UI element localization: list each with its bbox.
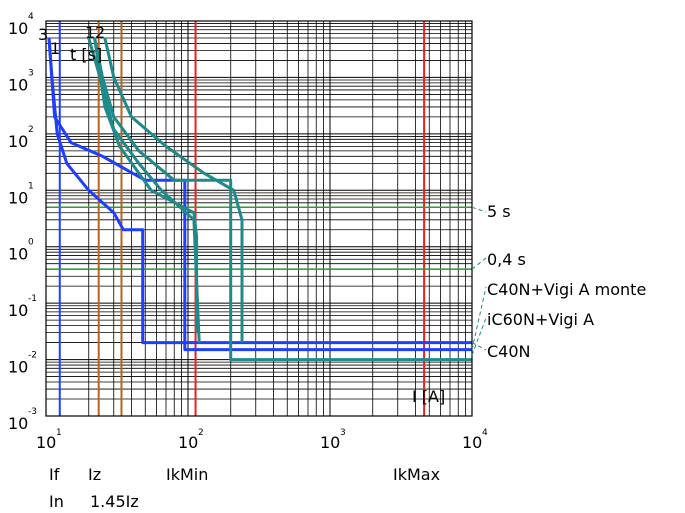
x-tick-label: 10 — [36, 433, 56, 452]
y-axis-label: t [s] — [70, 45, 102, 64]
x-marker-label: Iz — [88, 465, 101, 484]
x-marker-label: IkMin — [166, 465, 208, 484]
curve-number-label: 1 — [85, 23, 95, 42]
grid-layer — [46, 21, 472, 416]
x-tick-label: 10 — [320, 433, 340, 452]
y-tick-exponent: 2 — [28, 125, 34, 135]
y-tick-label: 10 — [8, 414, 28, 433]
x-tick-exponent: 1 — [56, 428, 62, 438]
annotation-leader — [472, 318, 486, 355]
annotation-leader — [472, 207, 486, 212]
annotation-leader — [472, 287, 486, 350]
curve-annotation: iC60N+Vigi A — [487, 310, 594, 329]
y-tick-label: 10 — [8, 358, 28, 377]
x-marker-label: 1.45Iz — [90, 492, 139, 511]
y-tick-exponent: 0 — [28, 238, 34, 248]
x-tick-label: 10 — [178, 433, 198, 452]
y-tick-exponent: -3 — [28, 407, 37, 417]
y-tick-exponent: 4 — [28, 12, 34, 22]
x-tick-exponent: 2 — [198, 428, 204, 438]
y-tick-exponent: 1 — [28, 181, 34, 191]
annotation-leader — [472, 343, 486, 350]
curve-annotation: 0,4 s — [487, 250, 526, 269]
x-marker-label: IkMax — [393, 465, 440, 484]
y-tick-exponent: -1 — [28, 294, 37, 304]
x-tick-label: 10 — [462, 433, 482, 452]
x-axis-label: I [A] — [412, 387, 445, 406]
y-tick-exponent: -2 — [28, 351, 37, 361]
annotation-leader — [472, 258, 486, 269]
curve-annotation: C40N+Vigi A monte — [487, 280, 646, 299]
x-tick-exponent: 3 — [340, 428, 346, 438]
curve-annotation: C40N — [487, 342, 531, 361]
x-marker-label: If — [49, 465, 60, 484]
y-tick-exponent: 3 — [28, 68, 34, 78]
x-tick-exponent: 4 — [482, 428, 488, 438]
curve-number-label: 3 — [38, 25, 48, 44]
y-tick-label: 10 — [8, 245, 28, 264]
y-tick-label: 10 — [8, 301, 28, 320]
curve-number-label: 2 — [95, 23, 105, 42]
y-tick-label: 10 — [8, 19, 28, 38]
y-tick-label: 10 — [8, 188, 28, 207]
curve-annotation: 5 s — [487, 202, 511, 221]
x-marker-label: In — [49, 492, 64, 511]
y-tick-label: 10 — [8, 75, 28, 94]
curve-number-label: 1 — [50, 39, 60, 58]
y-tick-label: 10 — [8, 132, 28, 151]
